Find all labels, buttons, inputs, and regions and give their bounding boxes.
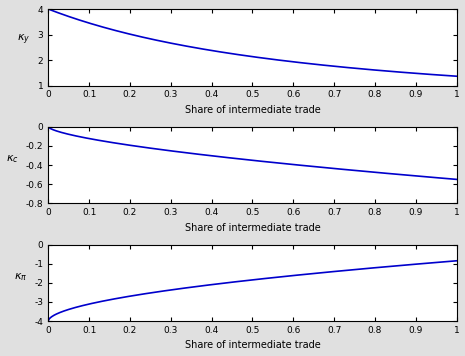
Y-axis label: $\kappa_c$: $\kappa_c$: [6, 153, 18, 165]
X-axis label: Share of intermediate trade: Share of intermediate trade: [185, 340, 320, 350]
X-axis label: Share of intermediate trade: Share of intermediate trade: [185, 105, 320, 115]
X-axis label: Share of intermediate trade: Share of intermediate trade: [185, 223, 320, 233]
Y-axis label: $\kappa_\pi$: $\kappa_\pi$: [14, 271, 27, 283]
Y-axis label: $\kappa_y$: $\kappa_y$: [17, 33, 30, 47]
